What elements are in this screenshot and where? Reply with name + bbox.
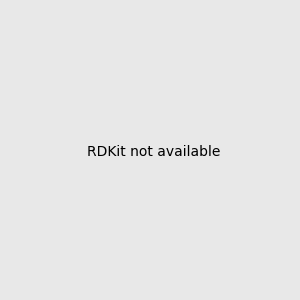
Text: RDKit not available: RDKit not available: [87, 145, 220, 158]
